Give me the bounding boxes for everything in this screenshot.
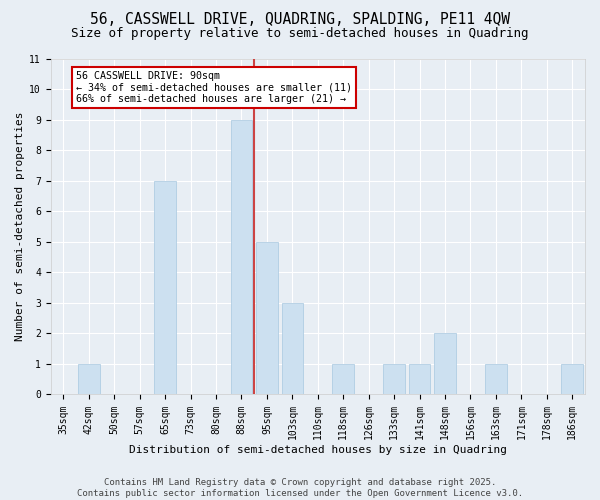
Y-axis label: Number of semi-detached properties: Number of semi-detached properties: [15, 112, 25, 342]
Bar: [154, 181, 176, 394]
Bar: [256, 242, 278, 394]
Text: Size of property relative to semi-detached houses in Quadring: Size of property relative to semi-detach…: [71, 28, 529, 40]
Bar: [78, 364, 100, 394]
Text: Contains HM Land Registry data © Crown copyright and database right 2025.
Contai: Contains HM Land Registry data © Crown c…: [77, 478, 523, 498]
Bar: [281, 303, 303, 394]
Bar: [409, 364, 430, 394]
Bar: [485, 364, 507, 394]
Bar: [230, 120, 252, 394]
Text: 56 CASSWELL DRIVE: 90sqm
← 34% of semi-detached houses are smaller (11)
66% of s: 56 CASSWELL DRIVE: 90sqm ← 34% of semi-d…: [76, 71, 352, 104]
Text: 56, CASSWELL DRIVE, QUADRING, SPALDING, PE11 4QW: 56, CASSWELL DRIVE, QUADRING, SPALDING, …: [90, 12, 510, 28]
Bar: [383, 364, 405, 394]
X-axis label: Distribution of semi-detached houses by size in Quadring: Distribution of semi-detached houses by …: [129, 445, 507, 455]
Bar: [434, 334, 456, 394]
Bar: [332, 364, 354, 394]
Bar: [562, 364, 583, 394]
